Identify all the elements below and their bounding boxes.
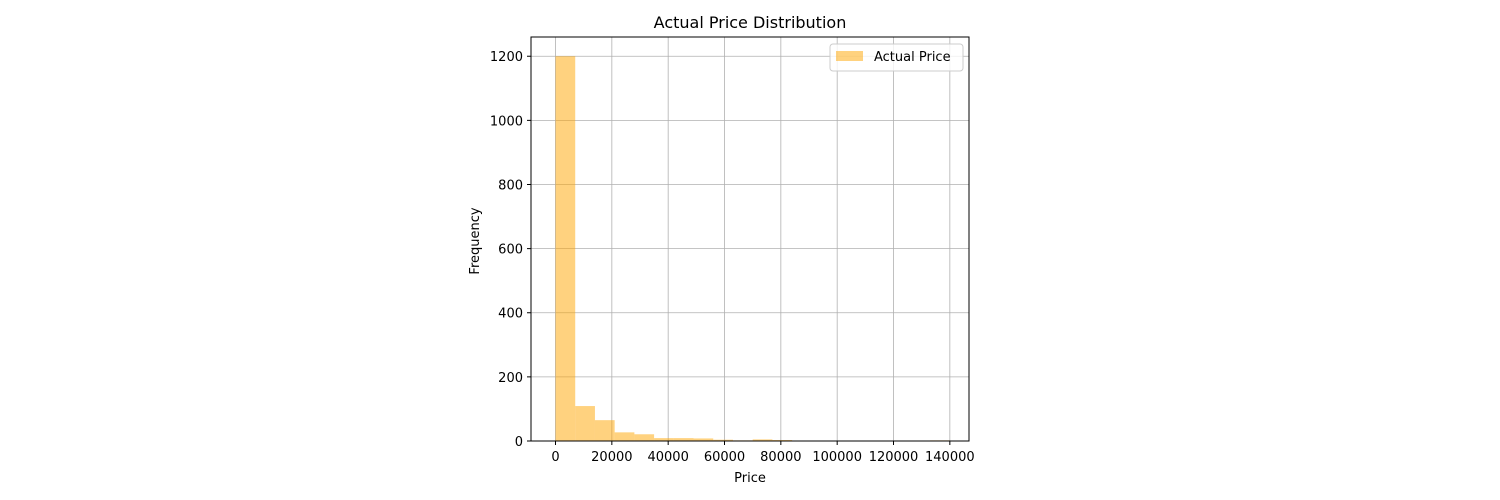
histogram-bar — [555, 56, 576, 441]
x-tick-label: 60000 — [704, 450, 745, 465]
y-tick-label: 400 — [498, 307, 523, 322]
x-tick-label: 140000 — [925, 450, 975, 465]
legend-frame — [829, 43, 964, 72]
plot-frame — [530, 36, 970, 442]
histogram-bar — [594, 420, 615, 441]
y-tick-label: 0 — [515, 435, 523, 450]
chart-title: Actual Price Distribution — [654, 13, 847, 32]
y-tick-label: 600 — [498, 243, 523, 258]
histogram-bar — [614, 432, 635, 441]
legend: Actual Price — [829, 43, 964, 72]
histogram-bar — [693, 438, 714, 441]
legend-swatch — [836, 51, 863, 61]
grid-layer — [531, 37, 969, 442]
histogram-bar — [575, 406, 595, 441]
x-tick-label: 100000 — [812, 450, 862, 465]
legend-label: Actual Price — [874, 50, 951, 65]
y-tick-label: 1000 — [490, 114, 523, 129]
x-tick-label: 20000 — [591, 450, 632, 465]
y-tick-label: 1200 — [490, 50, 523, 65]
x-tick-label: 120000 — [869, 450, 919, 465]
x-tick-label: 40000 — [647, 450, 688, 465]
x-axis-label: Price — [734, 471, 766, 486]
y-tick-label: 200 — [498, 371, 523, 386]
x-tick-label: 80000 — [760, 450, 801, 465]
histogram-bar — [634, 434, 655, 441]
histogram-bar — [654, 438, 674, 441]
histogram-bar — [752, 439, 773, 441]
histogram-bar — [713, 439, 733, 441]
y-tick-label: 800 — [498, 178, 523, 193]
x-tick-label: 0 — [551, 450, 559, 465]
histogram-bar — [673, 438, 694, 441]
axis-layer: 0 20000 40000 60000 80000 100000 120000 140000 0… — [490, 36, 975, 465]
y-axis-label: Frequency — [468, 207, 483, 274]
